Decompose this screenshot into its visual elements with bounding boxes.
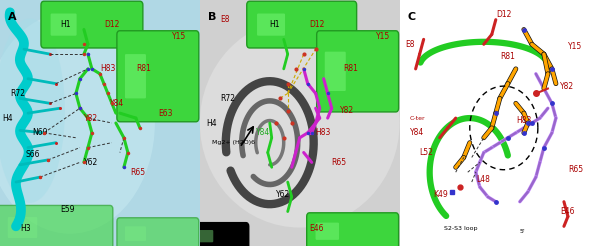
Text: S2-S3 loop: S2-S3 loop [443,226,477,231]
Text: H1: H1 [60,20,70,29]
Text: Y62: Y62 [276,190,290,199]
Text: D12: D12 [104,20,119,29]
Text: A: A [8,12,17,22]
FancyBboxPatch shape [117,31,199,122]
FancyBboxPatch shape [125,226,146,241]
Text: L48: L48 [476,175,490,184]
FancyBboxPatch shape [247,1,356,48]
Text: C: C [407,12,416,22]
Text: R65: R65 [130,168,145,177]
Text: H3: H3 [220,224,230,233]
Text: S66: S66 [26,151,40,159]
Text: H83: H83 [100,64,115,73]
Ellipse shape [0,18,65,203]
Text: Y82: Y82 [560,82,574,91]
Text: K49: K49 [434,190,448,199]
Ellipse shape [200,18,400,228]
Text: H83: H83 [516,116,531,125]
Text: C-ter: C-ter [410,116,425,121]
Text: R65: R65 [568,165,583,174]
Text: E8: E8 [220,15,229,24]
Text: H1: H1 [270,20,280,29]
FancyBboxPatch shape [8,217,37,238]
Text: E46: E46 [560,207,574,216]
FancyBboxPatch shape [257,14,285,36]
Text: R81: R81 [344,64,359,73]
Text: H4: H4 [2,114,13,123]
Text: Y15: Y15 [376,32,390,41]
Text: E63: E63 [158,109,172,118]
Text: R72: R72 [220,94,235,103]
Text: B: B [208,12,216,22]
Text: Y82: Y82 [84,114,98,123]
Text: N69: N69 [32,128,47,137]
FancyBboxPatch shape [41,1,143,48]
Text: Y15: Y15 [568,42,582,51]
Text: E8: E8 [406,40,415,49]
FancyBboxPatch shape [325,52,346,91]
Text: Y82: Y82 [340,106,354,115]
FancyBboxPatch shape [0,205,113,246]
Text: H3: H3 [20,224,31,233]
Ellipse shape [0,12,155,234]
Text: R65: R65 [332,158,347,167]
FancyBboxPatch shape [117,218,199,246]
FancyBboxPatch shape [193,223,249,246]
Text: R81: R81 [500,52,515,61]
Text: H83: H83 [316,128,331,137]
Text: H4: H4 [206,119,217,127]
Text: D12: D12 [496,10,511,19]
Text: E46: E46 [310,224,324,233]
Text: Y62: Y62 [84,158,98,167]
Text: E59: E59 [60,205,74,214]
FancyBboxPatch shape [307,213,398,246]
FancyBboxPatch shape [199,230,213,242]
FancyBboxPatch shape [316,223,339,240]
Text: Y84: Y84 [410,128,424,137]
Text: Y84: Y84 [110,99,124,108]
Text: L52: L52 [419,148,434,157]
Text: Y84: Y84 [256,128,270,137]
Text: Mg2+ (H2O)6: Mg2+ (H2O)6 [212,140,255,145]
FancyBboxPatch shape [317,31,398,112]
FancyBboxPatch shape [125,54,146,98]
Text: D12: D12 [310,20,325,29]
Text: 5': 5' [520,229,526,234]
Text: Y15: Y15 [172,32,186,41]
Text: R72: R72 [10,89,25,98]
Text: R81: R81 [136,64,151,73]
FancyBboxPatch shape [50,14,77,36]
